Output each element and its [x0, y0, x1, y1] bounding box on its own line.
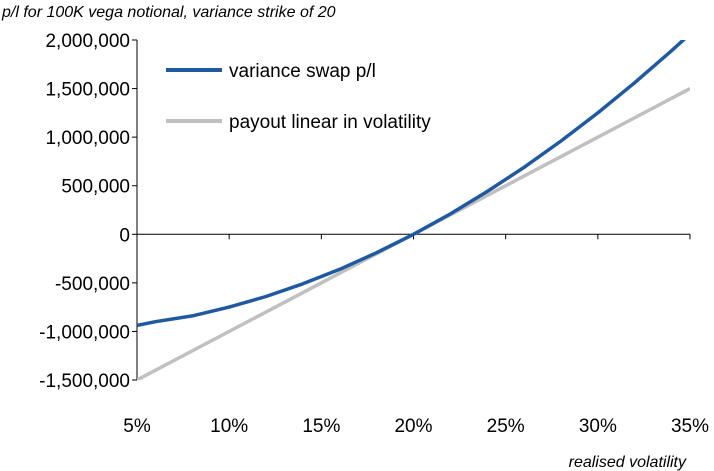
x-tick-label: 35% — [671, 416, 709, 437]
series-lines — [137, 40, 690, 380]
y-tick-label: -1,500,000 — [39, 371, 130, 392]
x-tick-label: 20% — [394, 416, 432, 437]
axes — [136, 40, 690, 380]
legend-label: payout linear in volatility — [229, 112, 431, 133]
y-tick-label: 1,000,000 — [45, 128, 130, 149]
legend: variance swap p/l payout linear in volati… — [166, 61, 431, 133]
y-tick-label: -1,000,000 — [39, 322, 130, 343]
chart-subtitle: p/l for 100K vega notional, variance str… — [1, 4, 336, 21]
x-tick-label: 25% — [487, 416, 525, 437]
y-tick-label: 2,000,000 — [45, 31, 130, 52]
y-tick-label: -500,000 — [55, 274, 130, 295]
y-tick-label: 500,000 — [61, 177, 130, 198]
x-tick-label: 5% — [123, 416, 151, 437]
series-variance-swap-line — [137, 40, 686, 328]
y-axis: 2,000,000 1,500,000 1,000,000 500,000 0 -500,… — [39, 31, 137, 392]
y-tick-label: 1,500,000 — [45, 80, 130, 101]
legend-label: variance swap p/l — [229, 61, 376, 82]
x-axis-label: realised volatility — [569, 454, 687, 471]
x-axis: 5% 10% 15% 20% 25% 30% 35% — [123, 234, 709, 437]
x-tick-label: 30% — [579, 416, 617, 437]
y-tick-label: 0 — [119, 225, 130, 246]
x-tick-label: 10% — [210, 416, 248, 437]
x-tick-label: 15% — [302, 416, 340, 437]
